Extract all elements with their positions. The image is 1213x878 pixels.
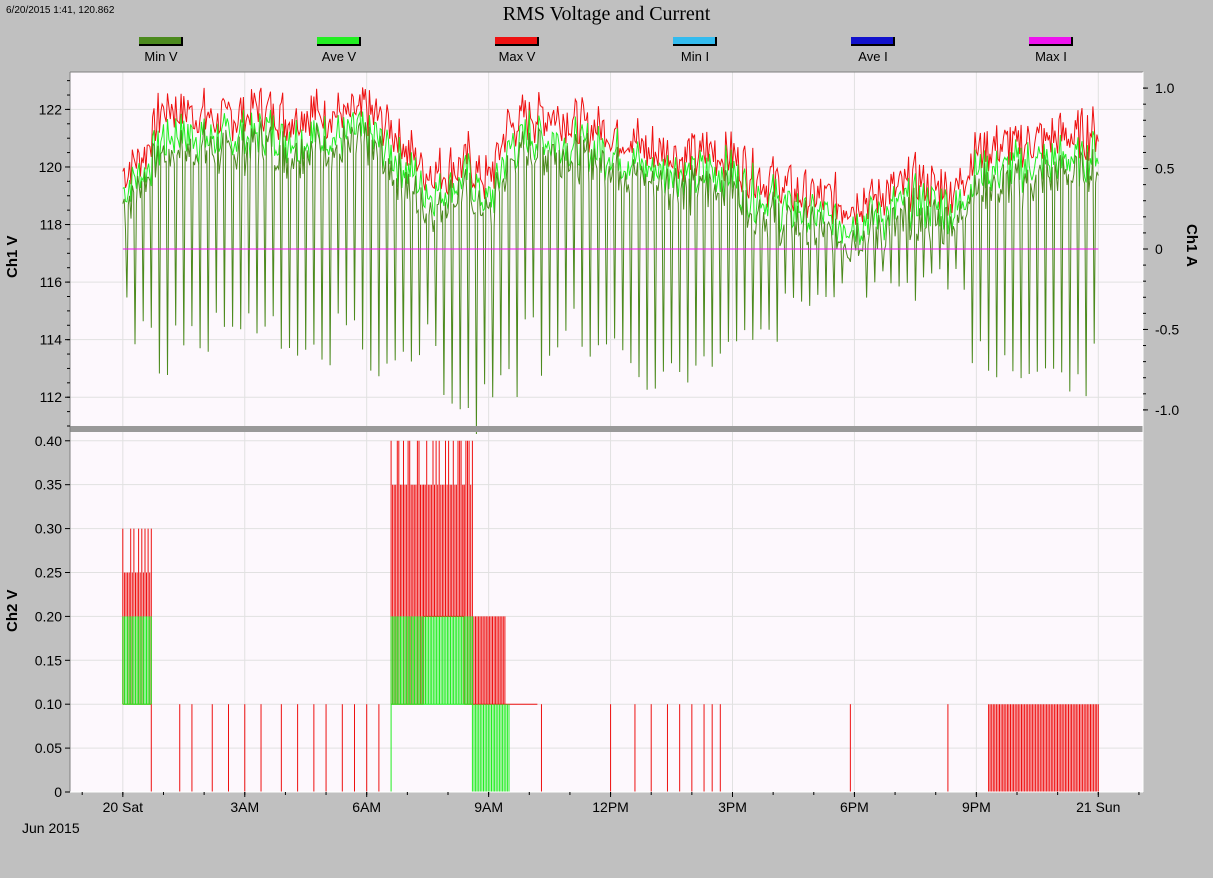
legend-item-ave-i[interactable]: Ave I bbox=[813, 37, 933, 64]
step-burst-max-v bbox=[463, 440, 473, 705]
legend-label: Max V bbox=[498, 49, 536, 64]
x-tick-label: 3PM bbox=[718, 799, 747, 815]
x-tick-label: 9AM bbox=[474, 799, 503, 815]
step-burst-max-v bbox=[423, 440, 465, 617]
chart-title: RMS Voltage and Current bbox=[502, 3, 711, 25]
y-tick-label: 0 bbox=[54, 784, 62, 800]
series-line-min-v bbox=[122, 120, 1099, 435]
bottom-panel-series bbox=[122, 440, 1099, 793]
legend-label: Min V bbox=[144, 49, 178, 64]
step-burst-ave-v bbox=[390, 616, 473, 705]
y2-tick-label: -1.0 bbox=[1155, 402, 1179, 418]
x-tick-label: 20 Sat bbox=[103, 799, 144, 815]
legend-swatch bbox=[495, 37, 539, 46]
legend-swatch bbox=[317, 37, 361, 46]
y-tick-label: 112 bbox=[40, 389, 63, 405]
legend-swatch bbox=[1029, 37, 1073, 46]
legend-item-max-v[interactable]: Max V bbox=[457, 37, 577, 64]
y-tick-label: 0.30 bbox=[35, 521, 62, 537]
cursor-readout: 6/20/2015 1:41, 120.862 bbox=[6, 5, 115, 16]
y-axis-title-ch1-v: Ch1 V bbox=[4, 235, 21, 278]
x-tick-label: 3AM bbox=[230, 799, 259, 815]
series-line-max-v bbox=[122, 87, 1099, 225]
y-axis-title-ch2-v: Ch2 V bbox=[4, 589, 21, 632]
legend-label: Min I bbox=[680, 49, 710, 64]
y-tick-label: 0.25 bbox=[35, 564, 62, 580]
legend-swatch bbox=[851, 37, 895, 46]
y-tick-label: 0.40 bbox=[35, 433, 62, 449]
legend-item-min-v[interactable]: Min V bbox=[101, 37, 221, 64]
x-tick-label: 6AM bbox=[352, 799, 381, 815]
top-panel-series bbox=[122, 87, 1099, 435]
y-tick-label: 0.05 bbox=[35, 740, 62, 756]
y-tick-label: 120 bbox=[39, 159, 63, 175]
y-tick-label: 114 bbox=[40, 332, 63, 348]
series-line-ave-v bbox=[122, 109, 1099, 247]
legend-swatch bbox=[139, 37, 183, 46]
legend-item-max-i[interactable]: Max I bbox=[991, 37, 1111, 64]
y2-axis-title-ch1-a: Ch1 A bbox=[1183, 224, 1200, 267]
panel-divider[interactable] bbox=[70, 426, 1143, 432]
legend-label: Ave I bbox=[858, 49, 888, 64]
legend-label: Ave V bbox=[321, 49, 357, 64]
y-tick-label: 116 bbox=[40, 274, 63, 290]
y-tick-label: 0.20 bbox=[35, 608, 62, 624]
step-burst-max-v bbox=[390, 440, 425, 705]
y2-tick-label: 0.5 bbox=[1155, 161, 1175, 177]
x-tick-label: 21 Sun bbox=[1076, 799, 1120, 815]
step-burst-max-v bbox=[988, 704, 1099, 793]
x-tick-label: 9PM bbox=[962, 799, 991, 815]
axis-ticks: 20 Sat 3AM 6AM 9AM 12PM 3PM 6PM 9PM 21 Sun 112 114… bbox=[35, 80, 1180, 815]
y-tick-label: 122 bbox=[39, 101, 63, 117]
legend-swatch bbox=[673, 37, 717, 46]
y2-tick-label: -0.5 bbox=[1155, 321, 1179, 337]
legend-label: Max I bbox=[1035, 49, 1067, 64]
x-tick-label: 12PM bbox=[592, 799, 629, 815]
y-tick-label: 118 bbox=[40, 217, 63, 233]
legend-item-ave-v[interactable]: Ave V bbox=[279, 37, 399, 64]
y2-tick-label: 0 bbox=[1155, 241, 1163, 257]
step-burst-ave-v bbox=[471, 704, 510, 793]
y2-tick-label: 1.0 bbox=[1155, 80, 1175, 96]
y-tick-label: 0.15 bbox=[35, 652, 62, 668]
legend-item-min-i[interactable]: Min I bbox=[635, 37, 755, 64]
y-tick-label: 0.10 bbox=[35, 696, 62, 712]
x-tick-label: 6PM bbox=[840, 799, 869, 815]
y-tick-label: 0.35 bbox=[35, 477, 62, 493]
x-axis-month-label: Jun 2015 bbox=[22, 820, 80, 836]
step-burst-ave-v bbox=[122, 616, 152, 705]
